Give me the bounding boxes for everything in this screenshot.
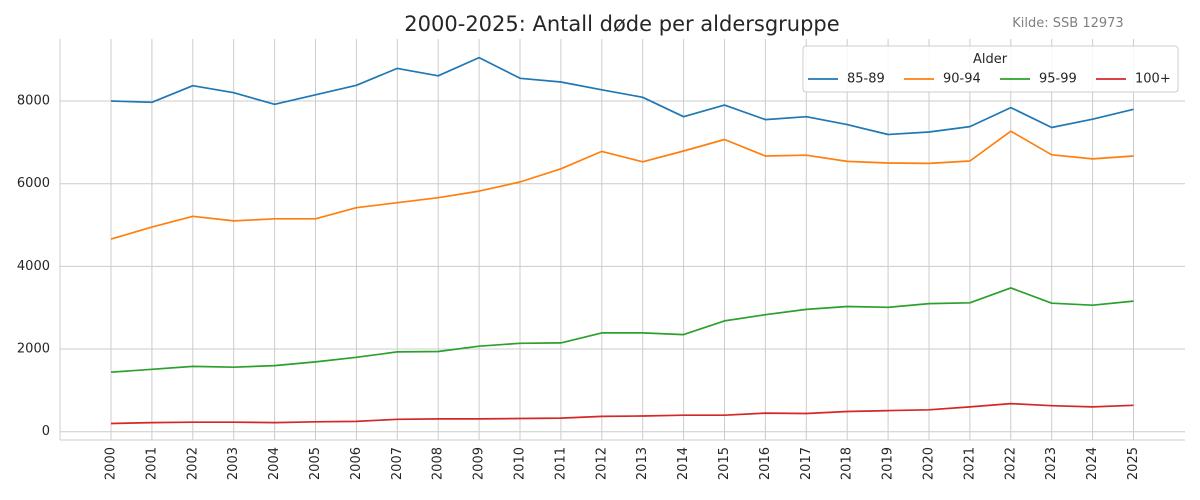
x-tick-label-2020: 2020 [922,447,937,480]
x-tick-label-2021: 2021 [962,447,977,480]
y-tick-label-8000: 8000 [17,94,50,109]
y-tick-label-6000: 6000 [17,176,50,191]
x-tick-label-2025: 2025 [1126,447,1141,480]
series-line-90-94 [110,130,1134,240]
x-tick-label-2002: 2002 [185,447,200,480]
x-tick-label-2011: 2011 [553,447,568,480]
x-tick-label-2008: 2008 [431,447,446,480]
series-line-85-89 [110,56,1134,136]
legend-label-85-89: 85-89 [847,72,885,87]
x-tick-label-2007: 2007 [390,447,405,480]
legend-label-95-99: 95-99 [1039,72,1077,87]
x-tick-label-2012: 2012 [594,447,609,480]
y-tick-label-0: 0 [42,424,50,439]
legend-label-90-94: 90-94 [943,72,981,87]
series-line-95-99 [110,287,1134,374]
x-tick-label-2013: 2013 [635,447,650,480]
x-tick-label-2005: 2005 [308,447,323,480]
axes [59,39,1185,441]
x-tick-label-2019: 2019 [881,447,896,480]
legend-title: Alder [973,52,1008,67]
grid [60,39,1185,440]
y-tick-label-4000: 4000 [17,259,50,274]
legend: Alder 85-89 90-94 95-99 100+ [802,45,1179,93]
x-tick-label-2006: 2006 [349,447,364,480]
x-tick-label-2010: 2010 [513,447,528,480]
legend-label-100+: 100+ [1135,72,1171,87]
x-tick-label-2015: 2015 [717,447,732,480]
series-line-100+ [110,402,1134,425]
x-tick-label-2009: 2009 [472,447,487,480]
x-tick-label-2018: 2018 [840,447,855,480]
x-tick-label-2004: 2004 [267,447,282,480]
x-tick-label-2014: 2014 [676,447,691,480]
y-tick-label-2000: 2000 [17,342,50,357]
chart-title: 2000-2025: Antall døde per aldersgruppe [404,12,839,36]
chart-source: Kilde: SSB 12973 [1012,16,1123,31]
x-tick-label-2016: 2016 [758,447,773,480]
legend-items: 85-89 90-94 95-99 100+ [808,72,1171,87]
x-tick-label-2022: 2022 [1003,447,1018,480]
y-axis-ticks: 0 2000 4000 6000 8000 [17,94,50,440]
x-axis-ticks: 2000 2001 2002 2003 2004 2005 2006 2007 2008 2009… [104,447,1142,480]
x-tick-label-2001: 2001 [144,447,159,480]
x-tick-label-2023: 2023 [1044,447,1059,480]
x-tick-label-2000: 2000 [104,447,119,480]
series-lines [110,56,1134,425]
x-tick-label-2003: 2003 [226,447,241,480]
x-tick-label-2017: 2017 [799,447,814,480]
x-tick-label-2024: 2024 [1085,447,1100,480]
legend-frame [802,45,1179,93]
